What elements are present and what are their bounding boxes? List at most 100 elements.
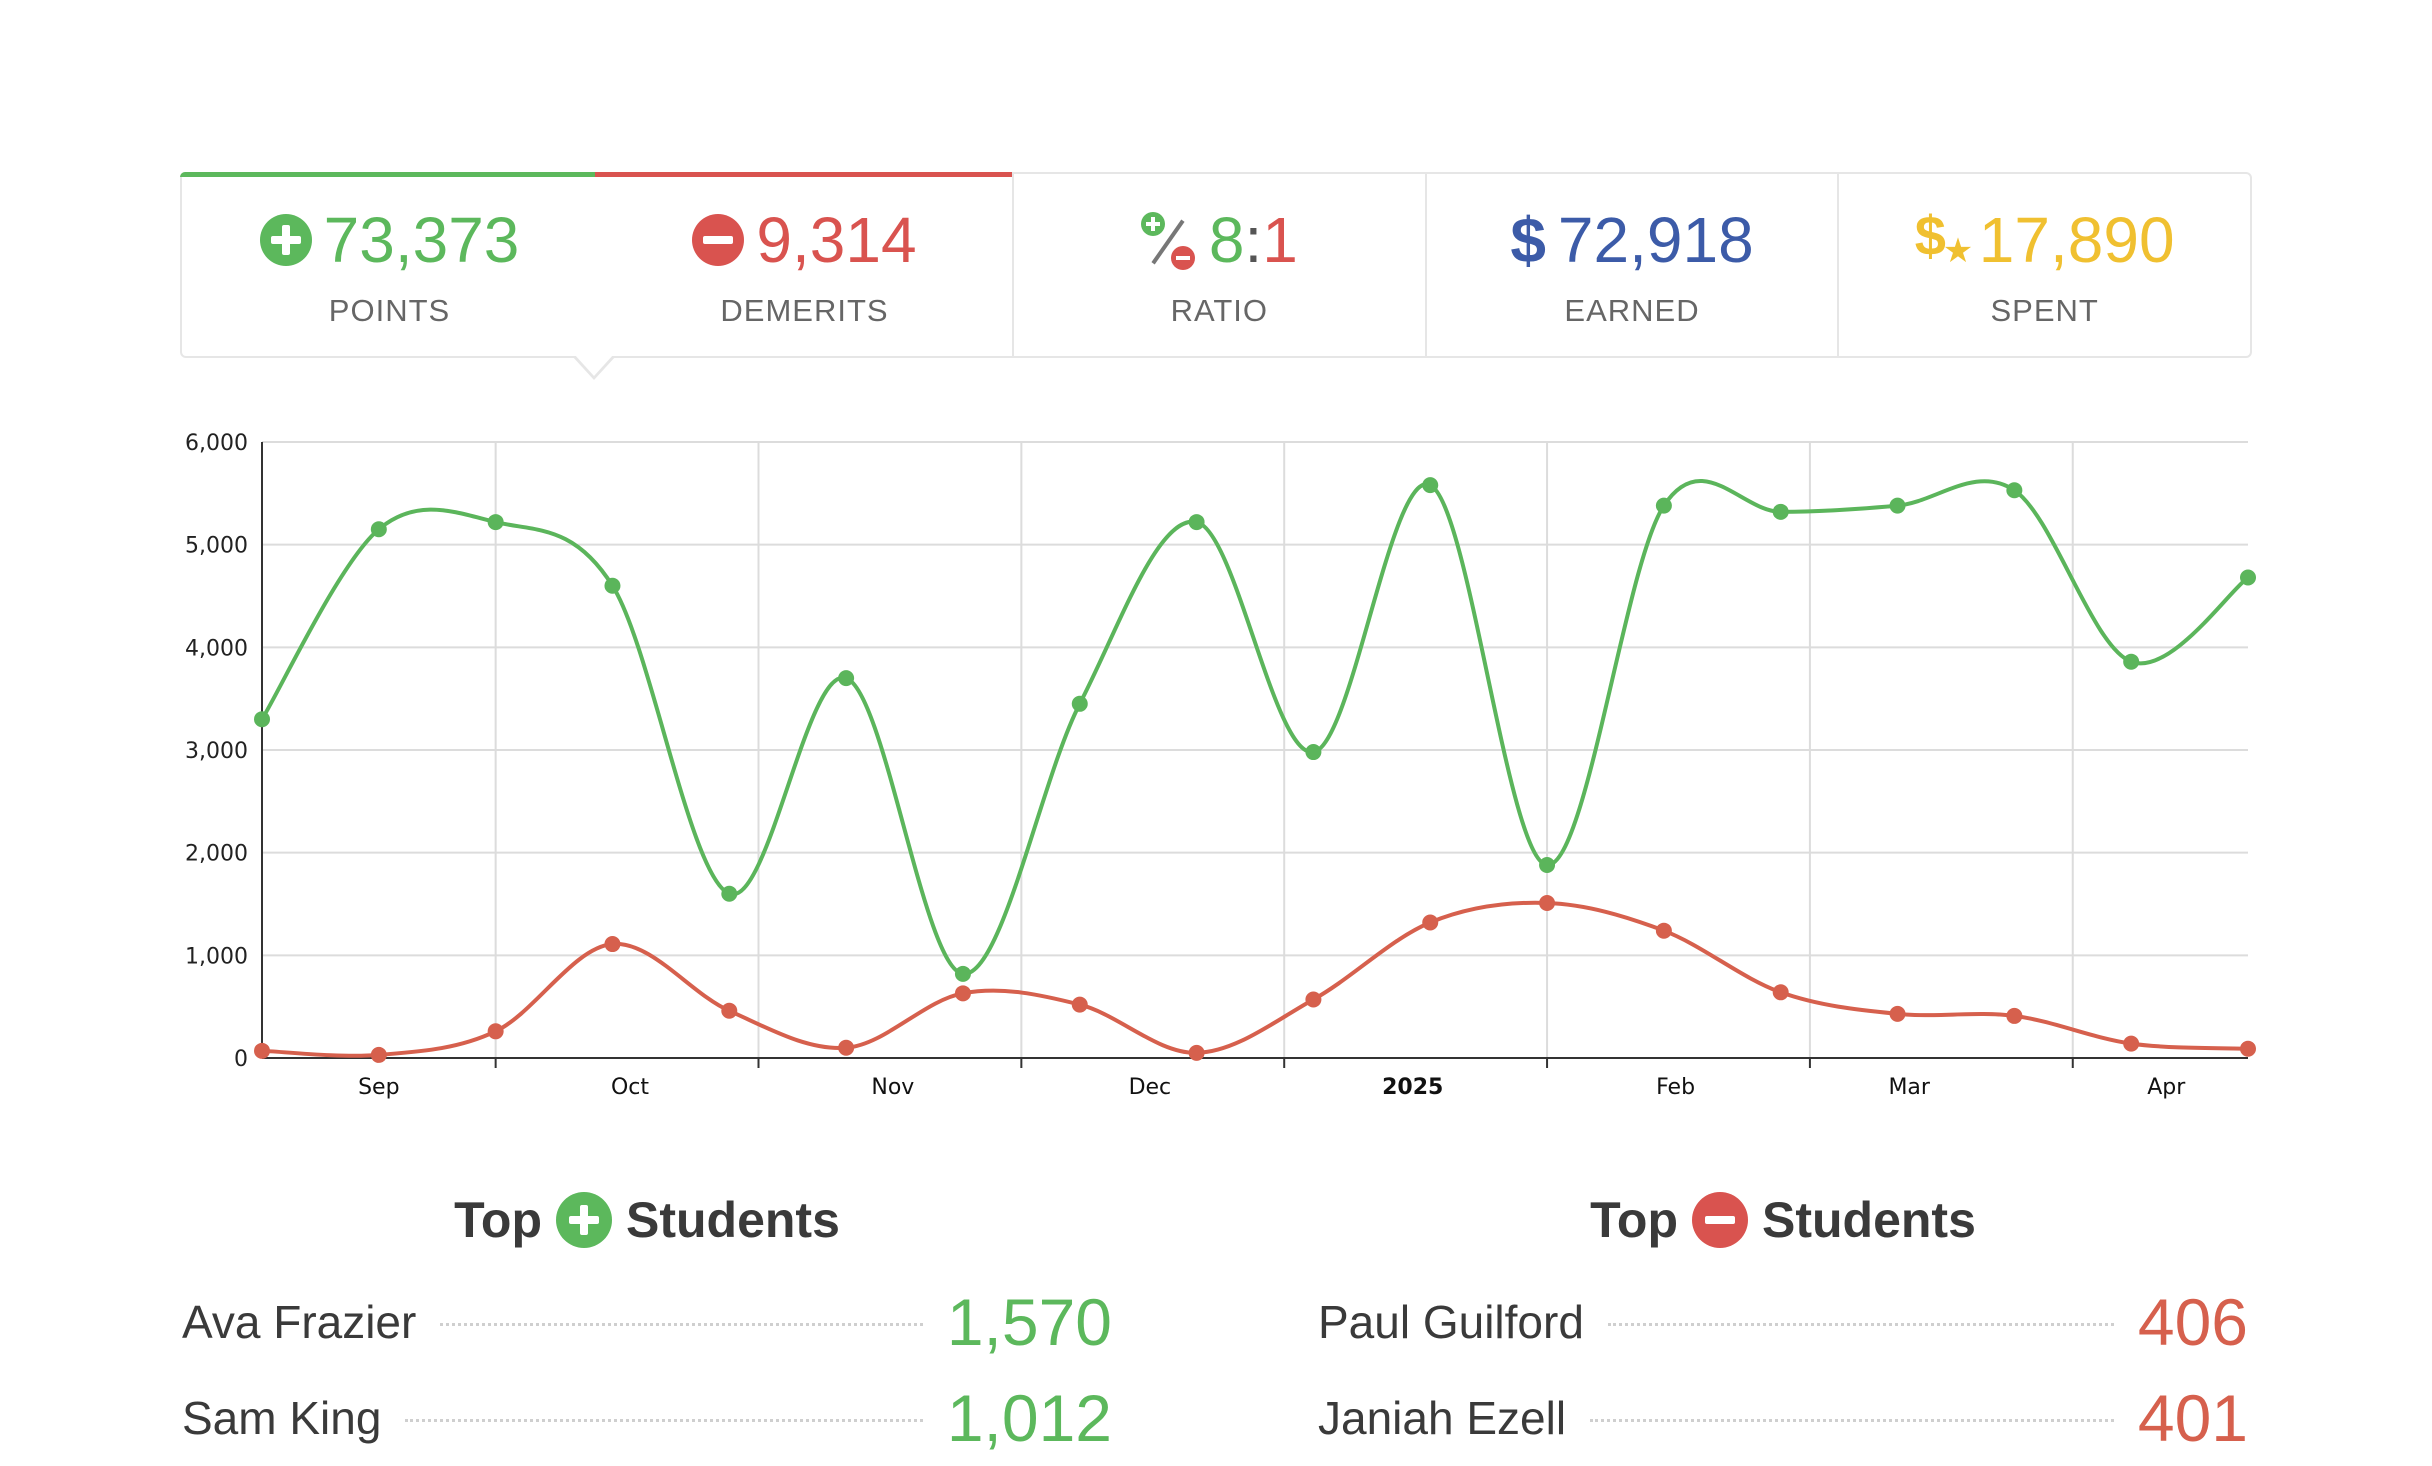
stat-demerits[interactable]: 9,314 DEMERITS [597,174,1012,356]
earned-value-row: $ 72,918 [1510,201,1753,279]
y-tick-label: 1,000 [185,944,248,969]
dotted-leader [1607,1322,2114,1326]
x-tick-label: Sep [358,1075,399,1100]
ratio-plus-icon [1140,212,1165,236]
demerits-data-point [954,985,971,1002]
demerits-data-point [2240,1040,2256,1057]
top-negative-title-right: Students [1762,1192,1976,1248]
student-name: Ava Frazier [182,1296,417,1348]
points-data-point [487,514,504,531]
points-data-point [254,711,270,728]
stat-points[interactable]: 73,373 POINTS [182,174,597,356]
list-item[interactable]: Janiah Ezell 401 [1318,1370,2248,1466]
chart-svg: 0 1,000 2,000 3,000 4,000 5,000 6,000 Sep Oct Nov… [185,431,2256,1100]
x-tick-label: 2025 [1382,1075,1443,1100]
student-demerits: 406 [2137,1285,2248,1359]
student-name: Janiah Ezell [1318,1392,1567,1444]
demerits-data-point [1655,922,1672,939]
x-tick-label: Nov [871,1075,914,1100]
list-item[interactable]: Ava Frazier 1,570 [182,1274,1112,1370]
demerits-data-point [254,1042,270,1059]
demerits-data-point [1539,894,1556,911]
minus-circle-icon [692,214,745,266]
earned-label: EARNED [1564,293,1700,328]
student-name: Paul Guilford [1318,1296,1584,1348]
demerits-data-point [487,1023,504,1040]
top-positive-board: Top Students Ava Frazier 1,570 Sam King … [182,1180,1112,1466]
x-tick-label: Dec [1129,1075,1172,1100]
points-data-point [1305,744,1322,761]
stat-ratio[interactable]: 8:1 RATIO [1014,174,1427,356]
y-tick-label: 6,000 [185,431,248,456]
student-name: Sam King [182,1392,382,1444]
demerits-label: DEMERITS [720,293,889,328]
ratio-label: RATIO [1170,293,1269,328]
points-value: 73,373 [323,204,520,276]
selected-stat-pointer [572,354,616,380]
top-negative-title: Top Students [1318,1180,2248,1260]
spent-dollar-glyph: $ [1914,204,1946,267]
y-tick-label: 3,000 [185,739,248,764]
top-positive-title-right: Students [626,1192,840,1248]
dollar-star-icon: $ ★ [1914,204,1973,272]
demerits-data-point [1305,991,1322,1008]
points-data-point [1655,497,1672,514]
list-item[interactable]: Paul Guilford 406 [1318,1274,2248,1370]
demerits-data-point [1071,996,1088,1013]
points-series-line [260,479,2250,976]
x-tick-label: Apr [2147,1075,2186,1100]
points-data-point [2123,653,2140,670]
demerits-value: 9,314 [756,204,917,276]
stat-earned[interactable]: $ 72,918 EARNED [1427,174,1840,356]
demerits-value-row: 9,314 [692,201,917,279]
top-negative-board: Top Students Paul Guilford 406 Janiah Ez… [1318,1180,2248,1466]
plus-circle-icon [556,1192,612,1248]
y-tick-label: 2,000 [185,842,248,867]
points-data-point [2240,569,2256,586]
points-data-point [1772,503,1789,520]
list-item[interactable]: Sam King 1,012 [182,1370,1112,1466]
ratio-value-row: 8:1 [1140,201,1298,279]
dotted-leader [1590,1418,2114,1422]
demerits-data-point [2123,1035,2140,1052]
y-tick-label: 0 [234,1047,248,1072]
points-data-point [721,885,738,902]
x-tick-label: Mar [1888,1075,1930,1100]
ratio-value: 8:1 [1209,208,1298,272]
points-data-point [370,521,387,538]
stats-bar: 73,373 POINTS 9,314 DEMERITS 8:1 RATIO $… [180,172,2252,358]
stat-spent[interactable]: $ ★ 17,890 SPENT [1839,174,2250,356]
x-tick-label: Feb [1656,1075,1695,1100]
ratio-left-value: 8 [1208,204,1245,276]
points-data-point [1539,856,1556,873]
demerits-data-point [1889,1005,1906,1022]
points-data-point [838,670,855,687]
plus-circle-icon [259,214,312,266]
points-data-point [1889,497,1906,514]
demerits-data-point [721,1002,738,1019]
student-points: 1,012 [946,1381,1112,1455]
demerits-data-point [838,1039,855,1056]
points-data-point [2006,482,2023,499]
points-demerits-group: 73,373 POINTS 9,314 DEMERITS [180,172,1014,356]
points-label: POINTS [328,293,451,328]
points-value-row: 73,373 [259,201,520,279]
top-positive-title-left: Top [454,1192,542,1248]
minus-circle-icon [1692,1192,1748,1248]
dollar-icon: $ [1510,204,1546,276]
ratio-right-value: 1 [1262,204,1298,276]
dotted-leader [405,1418,923,1422]
demerits-data-point [1422,914,1439,931]
points-data-point [1188,514,1205,531]
spent-value-row: $ ★ 17,890 [1915,201,2175,279]
points-demerits-chart: 0 1,000 2,000 3,000 4,000 5,000 6,000 Sep Oct Nov… [150,420,2270,1125]
ratio-icon [1140,210,1197,270]
points-data-point [954,965,971,982]
demerits-data-point [604,936,621,953]
spent-label: SPENT [1990,293,2099,328]
dotted-leader [440,1322,923,1326]
student-points: 1,570 [946,1285,1112,1359]
demerits-data-point [1188,1044,1205,1061]
earned-value: 72,918 [1557,204,1754,276]
spent-value: 17,890 [1978,204,2175,276]
